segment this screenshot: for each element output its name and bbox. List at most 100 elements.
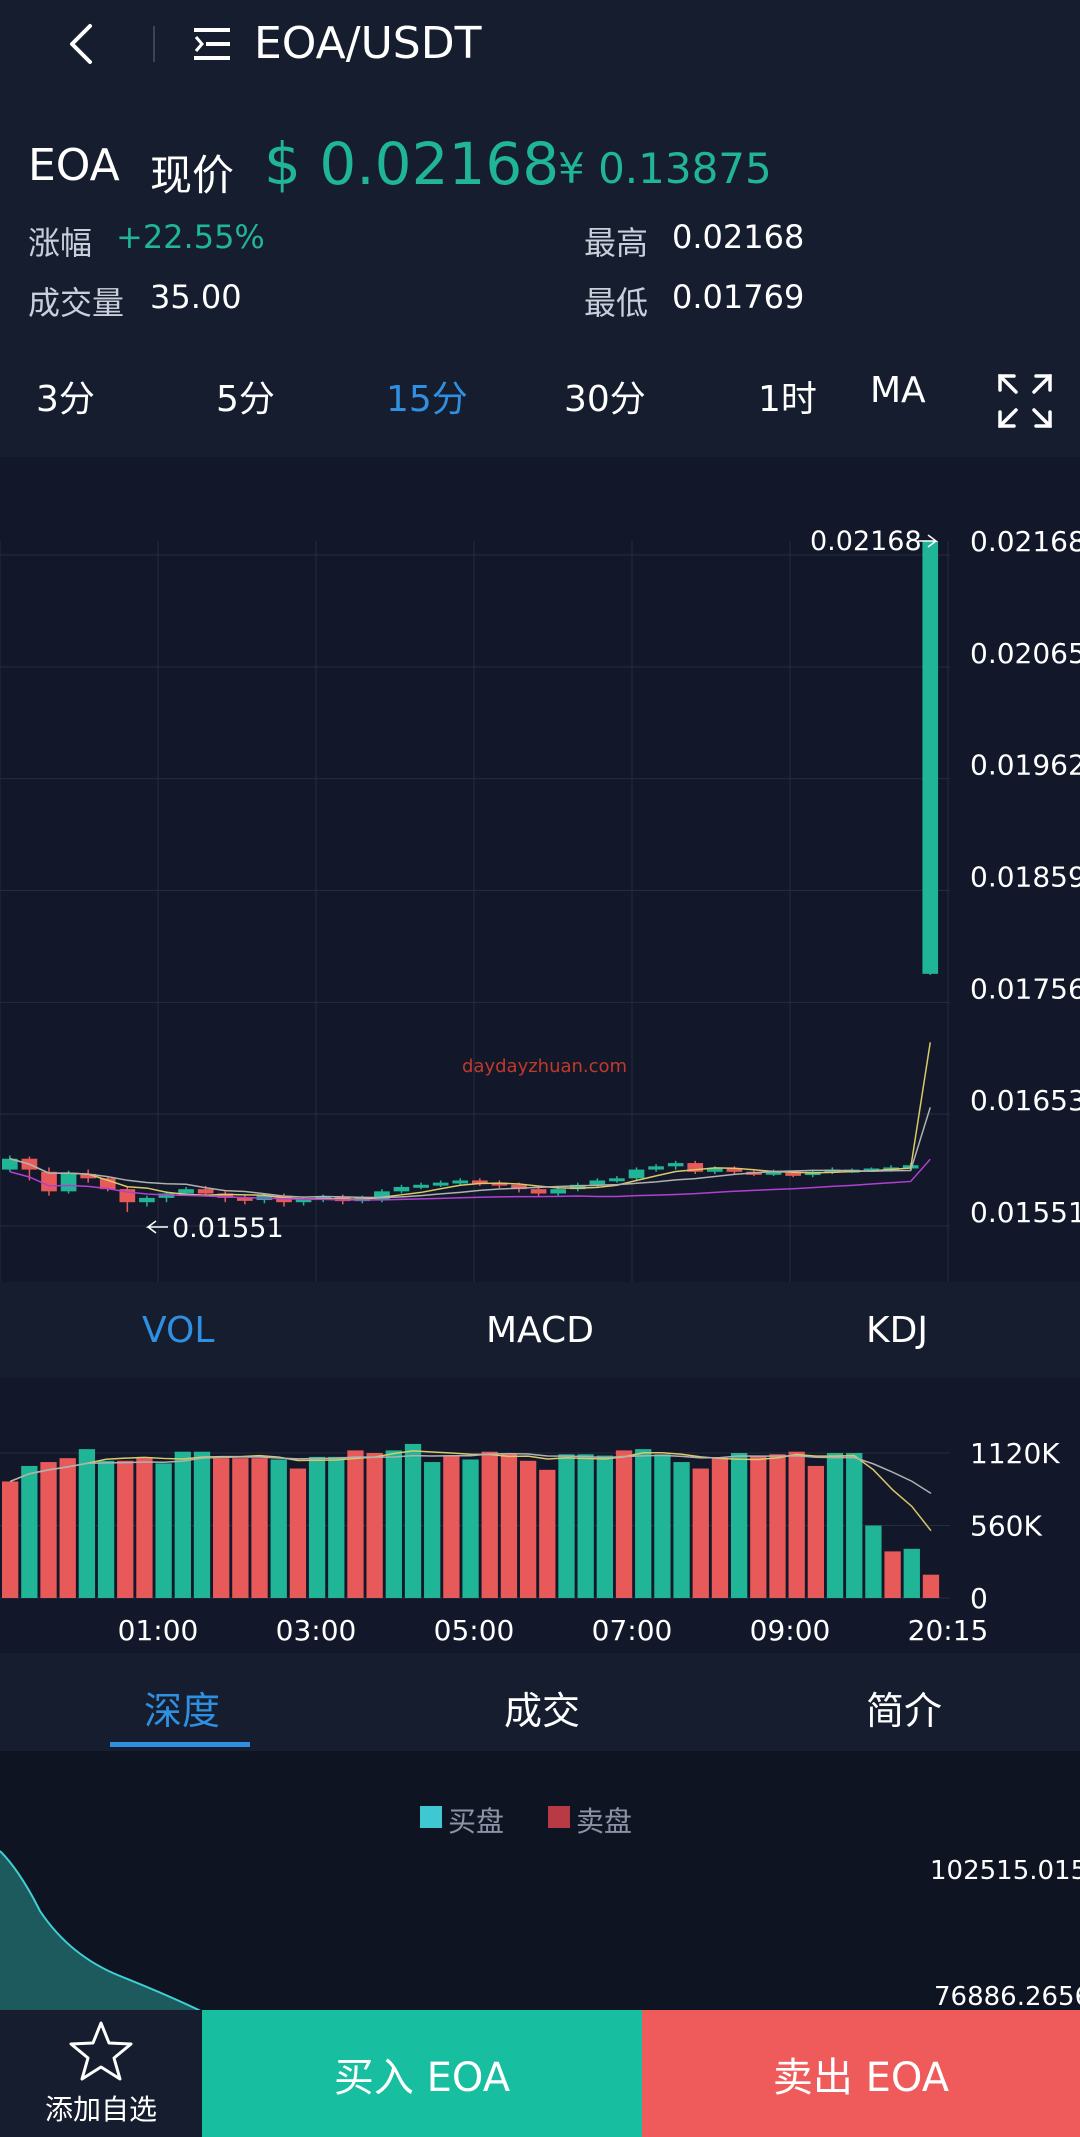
candle-body <box>432 1182 449 1186</box>
volume-chart: 1120K 560K 0 01:00 03:00 05:00 07:00 09:00 20:15 <box>0 1437 1060 1647</box>
candle-body <box>178 1189 194 1194</box>
candle-body <box>197 1189 214 1194</box>
depth-axis-mid: 76886.2656 <box>934 1982 1080 2012</box>
volume-bar <box>769 1454 786 1598</box>
candle-body <box>628 1169 645 1179</box>
volume-bar <box>558 1454 575 1598</box>
low-label: 最低 <box>584 284 649 322</box>
volume-bar <box>654 1454 671 1598</box>
volume-bar <box>2 1481 19 1598</box>
price-cny: ¥ 0.13875 <box>558 144 772 193</box>
volume-bar <box>711 1458 729 1598</box>
candle-body <box>863 1168 880 1172</box>
candle-body <box>569 1184 586 1190</box>
candle-body <box>217 1193 234 1198</box>
fullscreen-icon[interactable] <box>996 372 1054 430</box>
volume-y-tick: 1120K <box>970 1437 1060 1470</box>
candle-body <box>530 1189 547 1194</box>
candle-body <box>511 1184 527 1190</box>
candle-body <box>60 1172 77 1192</box>
candle-body <box>707 1168 723 1172</box>
candle-body <box>922 541 939 974</box>
time-tick-label: 20:15 <box>908 1614 989 1647</box>
watermark: daydayzhuan.com <box>462 1056 628 1077</box>
ma-line <box>9 1107 931 1199</box>
candle-body <box>491 1182 508 1186</box>
candle-body <box>374 1191 390 1201</box>
bottom-tab-bar <box>0 1653 1080 1751</box>
tab-kdj[interactable]: KDJ <box>866 1310 928 1351</box>
volume-bar <box>347 1450 364 1598</box>
ma-toggle[interactable]: MA <box>870 370 926 411</box>
volume-bar <box>500 1453 518 1598</box>
volume-bar <box>136 1458 153 1598</box>
volume-bar <box>673 1462 690 1598</box>
volume-bar <box>366 1453 383 1598</box>
tab-3min[interactable]: 3分 <box>36 379 95 420</box>
tab-depth[interactable]: 深度 <box>144 1689 221 1733</box>
volume-bar <box>922 1574 940 1598</box>
tab-macd[interactable]: MACD <box>486 1310 594 1351</box>
candle-body <box>295 1198 312 1203</box>
y-tick-label: 0.01551 <box>970 1196 1080 1229</box>
tab-1hour[interactable]: 1时 <box>758 379 817 420</box>
volume-bar <box>865 1525 882 1598</box>
volume-bar <box>308 1456 326 1598</box>
sell-button[interactable]: 卖出 EOA <box>642 2010 1080 2137</box>
price-chart-area <box>0 457 1080 1282</box>
volume-bar <box>270 1459 287 1598</box>
pair-title[interactable]: EOA/USDT <box>254 18 482 69</box>
indicator-tab-bar <box>0 1282 1080 1378</box>
menu-list-icon[interactable] <box>194 26 234 62</box>
volume-bar <box>213 1458 230 1598</box>
volume-bar <box>40 1462 57 1598</box>
sell-legend-swatch <box>548 1806 570 1828</box>
min-arrow-icon <box>145 1220 168 1234</box>
top-bar: EOA/USDT <box>0 0 1080 90</box>
candle-body <box>785 1172 801 1176</box>
volume-bar <box>730 1453 748 1598</box>
volume-y-tick: 0 <box>970 1582 988 1615</box>
candle-body <box>687 1163 704 1172</box>
tab-intro[interactable]: 简介 <box>866 1689 943 1733</box>
candlestick-chart[interactable]: 0.02168 0.02065 0.01962 0.01859 0.01756 0.016… <box>0 457 1080 1282</box>
active-tab-indicator <box>110 1742 250 1747</box>
candle-body <box>393 1186 410 1192</box>
change-value: +22.55% <box>116 218 265 256</box>
volume-y-tick: 560K <box>970 1510 1042 1543</box>
time-tick-label: 03:00 <box>276 1614 357 1647</box>
volume-value: 35.00 <box>150 278 242 316</box>
candle-body <box>237 1197 253 1201</box>
candle-body <box>589 1180 606 1185</box>
buy-legend-swatch <box>420 1806 442 1828</box>
volume-bar <box>424 1462 441 1598</box>
candle-body <box>609 1178 625 1182</box>
volume-bar <box>21 1465 38 1598</box>
star-icon <box>69 2021 133 2080</box>
buy-legend-label: 买盘 <box>448 1805 505 1838</box>
candle-body <box>667 1163 684 1167</box>
tab-5min[interactable]: 5分 <box>216 379 275 420</box>
depth-chart <box>0 1850 204 2011</box>
candle-body <box>452 1180 469 1184</box>
candle-body <box>139 1197 155 1203</box>
volume-ma-line <box>9 1452 932 1495</box>
volume-bar <box>519 1460 537 1598</box>
tab-trades[interactable]: 成交 <box>504 1689 581 1733</box>
volume-bar <box>155 1463 172 1598</box>
back-arrow-icon[interactable] <box>62 22 102 66</box>
add-favorite-button[interactable]: 添加自选 <box>0 2010 202 2137</box>
tab-vol[interactable]: VOL <box>142 1310 215 1351</box>
tab-30min[interactable]: 30分 <box>564 379 646 420</box>
candle-body <box>413 1184 429 1188</box>
volume-bar <box>750 1455 767 1598</box>
volume-label: 成交量 <box>28 284 125 322</box>
add-favorite-label: 添加自选 <box>44 2092 157 2126</box>
candle-body <box>550 1189 566 1194</box>
tab-15min[interactable]: 15分 <box>386 379 468 420</box>
divider <box>153 26 155 62</box>
candle-body <box>472 1180 488 1184</box>
buy-button[interactable]: 买入 EOA <box>202 2010 642 2137</box>
y-tick-label: 0.01653 <box>970 1084 1080 1117</box>
volume-bar <box>117 1460 134 1598</box>
